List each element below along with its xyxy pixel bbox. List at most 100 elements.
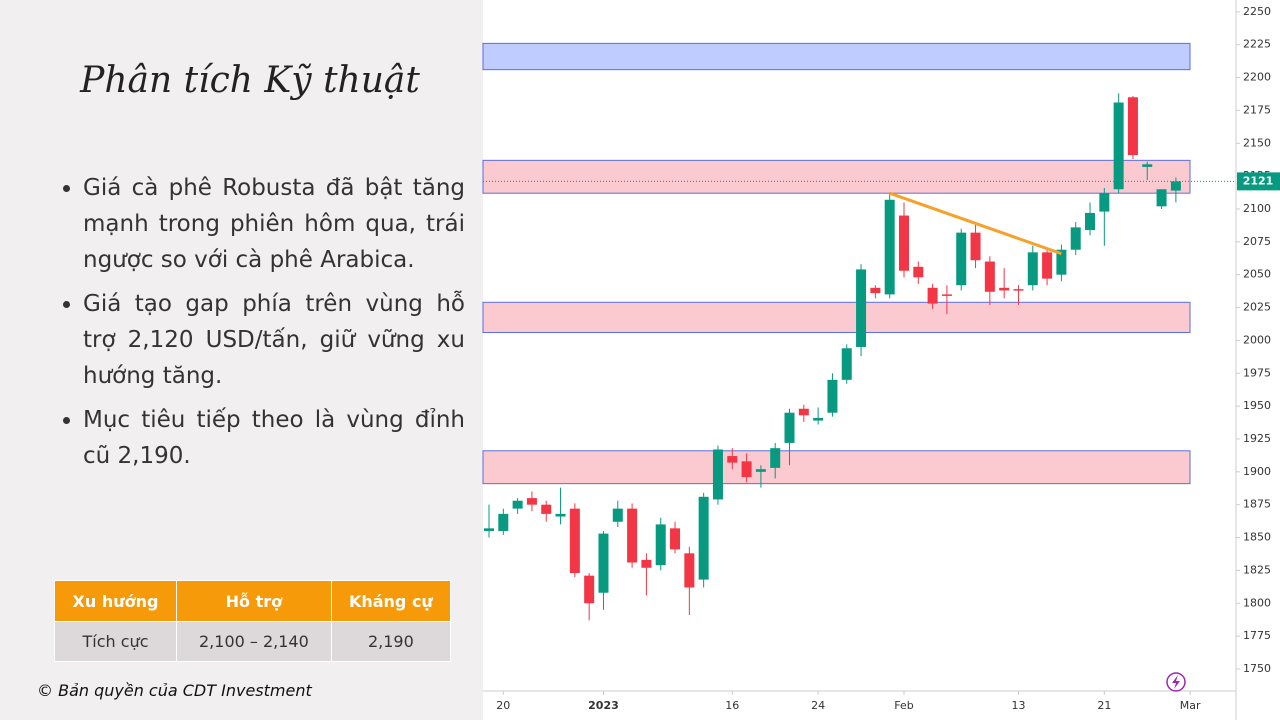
summary-table: Xu hướng Hỗ trợ Kháng cự Tích cực 2,100 – 2… [53, 580, 452, 662]
candle-body [841, 348, 852, 380]
bullet-list: Giá cà phê Robusta đã bật tăng mạnh tron… [58, 170, 465, 482]
chart-background [483, 0, 1280, 720]
lightning-bolt [1172, 675, 1180, 689]
y-tick-label: 1850 [1243, 531, 1271, 544]
trendline [889, 191, 1062, 256]
candle-body [1085, 212, 1096, 230]
candle-body [898, 215, 909, 271]
table-cell: 2,190 [330, 621, 452, 662]
zone [482, 159, 1191, 194]
candle-body [498, 513, 509, 531]
x-tick-label: 16 [725, 699, 739, 712]
y-tick-label: 1825 [1243, 563, 1271, 576]
candle-body [569, 508, 580, 574]
candle-body [970, 232, 981, 261]
zone [482, 42, 1191, 71]
lightning-icon[interactable] [1166, 672, 1186, 692]
bullet: Giá tạo gap phía trên vùng hỗ trợ 2,120 … [83, 286, 465, 394]
candle-body [784, 412, 795, 443]
candle-body [627, 508, 638, 563]
y-tick-label: 2075 [1243, 235, 1271, 248]
x-tick-label: Mar [1180, 699, 1201, 712]
slide-title: Phân tích Kỹ thuật [80, 60, 420, 101]
y-tick-label: 2025 [1243, 301, 1271, 314]
table-header: Kháng cự [330, 580, 452, 622]
y-tick-label: 1775 [1243, 629, 1271, 642]
y-tick-label: 1900 [1243, 465, 1271, 478]
x-tick-label: 24 [811, 699, 825, 712]
price-badge [1237, 172, 1280, 191]
price-badge-label: 2121 [1243, 174, 1274, 187]
candle-body [1113, 102, 1124, 190]
candle-body [755, 469, 766, 472]
table-cell: Tích cực [53, 621, 178, 662]
candle-body [684, 553, 695, 588]
y-tick-label: 2050 [1243, 268, 1271, 281]
candle-body [541, 504, 552, 514]
candle-body [827, 379, 838, 413]
candle-body [956, 232, 967, 286]
candle-body [555, 513, 566, 517]
candle-body [741, 461, 752, 478]
candle-body [1042, 252, 1053, 279]
bullet: Mục tiêu tiếp theo là vùng đỉnh cũ 2,190… [83, 402, 465, 474]
copyright: © Bản quyền của CDT Investment [37, 681, 312, 700]
y-tick-label: 2250 [1243, 5, 1271, 18]
text-panel: Phân tích Kỹ thuật Giá cà phê Robusta đã… [0, 0, 483, 720]
y-tick-label: 2200 [1243, 71, 1271, 84]
y-tick-label: 1950 [1243, 399, 1271, 412]
candle-body [870, 287, 881, 294]
candle-body [670, 528, 681, 550]
candle-body [598, 533, 609, 593]
table-header: Xu hướng [53, 580, 178, 622]
candle-body [1099, 193, 1110, 212]
bullet: Giá cà phê Robusta đã bật tăng mạnh tron… [83, 170, 465, 278]
candle-body [1013, 289, 1024, 291]
candle-body [813, 417, 824, 421]
candle-body [641, 559, 652, 568]
y-tick-label: 2100 [1243, 202, 1271, 215]
table-header: Hỗ trợ [176, 580, 332, 622]
candle-body [856, 269, 867, 347]
x-tick-label: 20 [496, 699, 510, 712]
candle-body [1056, 249, 1067, 275]
candle-body [1127, 97, 1138, 156]
y-tick-label: 2000 [1243, 333, 1271, 346]
zone [482, 450, 1191, 485]
candle-body [1027, 252, 1038, 286]
candle-body [1170, 181, 1181, 191]
candle-body [584, 575, 595, 604]
candle-body [984, 261, 995, 292]
candle-body [1156, 189, 1167, 207]
candle-body [526, 498, 537, 505]
candle-body [655, 524, 666, 566]
x-tick-label: Feb [894, 699, 913, 712]
candle-body [913, 266, 924, 278]
candle-body [927, 287, 938, 304]
y-tick-label: 1975 [1243, 366, 1271, 379]
y-tick-label: 2175 [1243, 103, 1271, 116]
y-tick-label: 1800 [1243, 596, 1271, 609]
candle-body [727, 456, 738, 463]
y-tick-label: 2150 [1243, 136, 1271, 149]
candle-body [884, 199, 895, 295]
zone [482, 301, 1191, 334]
candle-body [712, 449, 723, 500]
candle-body [1142, 164, 1153, 167]
candle-body [798, 408, 809, 416]
candle-body [1070, 227, 1081, 250]
candle-body [698, 496, 709, 580]
candle-body [612, 508, 623, 522]
table-cell: 2,100 – 2,140 [176, 621, 332, 662]
x-tick-label: 2023 [588, 699, 619, 712]
candle-body [999, 287, 1010, 291]
y-tick-label: 1750 [1243, 662, 1271, 675]
y-tick-label: 1875 [1243, 498, 1271, 511]
x-tick-label: 13 [1011, 699, 1025, 712]
candle-body [941, 294, 952, 296]
x-tick-label: 21 [1097, 699, 1111, 712]
candle-body [512, 500, 523, 509]
candle-body [484, 528, 494, 531]
